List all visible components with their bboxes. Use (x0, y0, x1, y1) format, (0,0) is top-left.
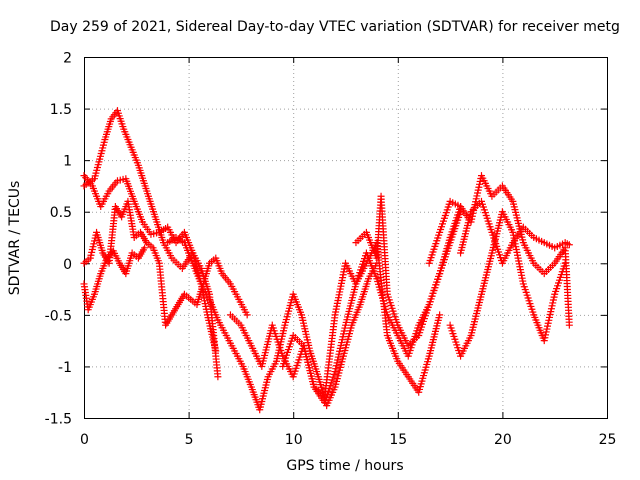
y-tick-label: 1 (63, 154, 72, 170)
x-axis-label: GPS time / hours (286, 458, 403, 474)
series-trace-7 (279, 239, 444, 407)
y-axis-ticks: -1.5 -1 -0.5 0 0.5 1 1.5 2 (45, 51, 607, 428)
x-tick-label: 0 (80, 432, 89, 448)
data-point-plus (565, 241, 573, 249)
x-tick-label: 10 (285, 432, 303, 448)
series-trace-8 (352, 192, 465, 350)
y-tick-label: 2 (63, 51, 72, 67)
x-tick-label: 5 (185, 432, 194, 448)
x-axis-ticks: 0 5 10 15 20 25 (80, 57, 616, 448)
chart-title: Day 259 of 2021, Sidereal Day-to-day VTE… (50, 19, 620, 35)
y-tick-label: -1 (58, 360, 72, 376)
series-trace-11 (457, 197, 573, 267)
data-point-plus (565, 321, 573, 329)
data-point-plus (561, 259, 569, 267)
y-tick-label: 0 (63, 257, 72, 273)
x-tick-label: 25 (599, 432, 617, 448)
y-axis-label: SDTVAR / TECUs (7, 181, 23, 296)
data-points (80, 107, 573, 414)
y-tick-label: -0.5 (45, 308, 72, 324)
y-tick-label: 0.5 (50, 205, 72, 221)
series-trace-1 (80, 107, 220, 355)
series-trace-4 (80, 244, 149, 314)
series-trace-3 (80, 197, 251, 329)
plot-frame (84, 57, 608, 419)
y-tick-label: -1.5 (45, 412, 72, 428)
x-tick-label: 15 (389, 432, 407, 448)
series-trace-10 (446, 208, 569, 360)
data-point-plus (243, 311, 251, 319)
x-tick-label: 20 (494, 432, 512, 448)
y-tick-label: 1.5 (50, 102, 72, 118)
data-point-plus (436, 311, 444, 319)
data-point-plus (141, 244, 149, 252)
data-point-plus (214, 373, 222, 381)
